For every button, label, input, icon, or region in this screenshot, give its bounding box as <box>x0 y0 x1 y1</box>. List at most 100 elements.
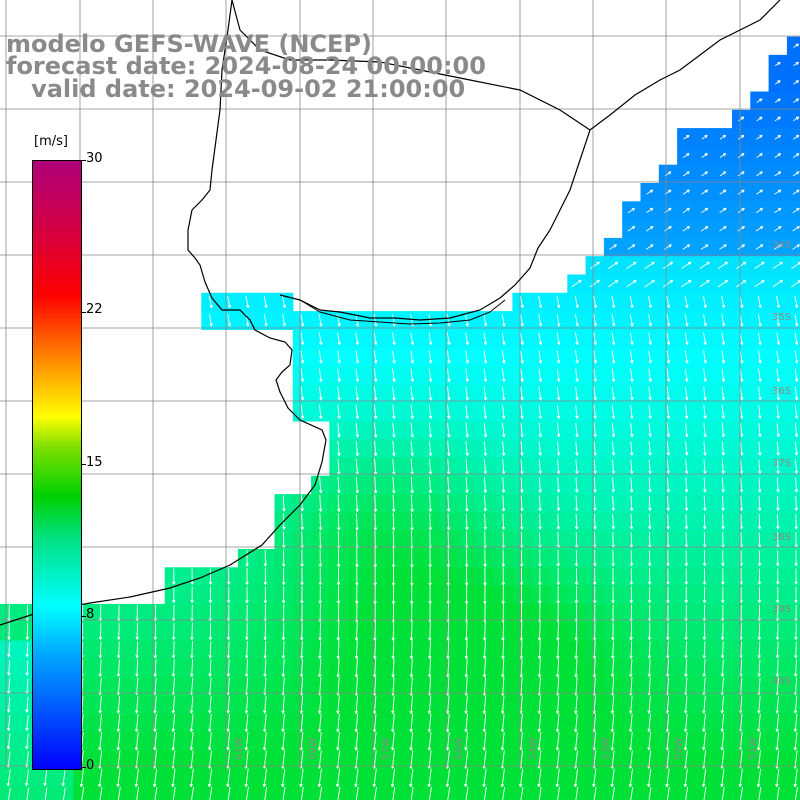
wind-arrow-icon <box>410 332 415 345</box>
wind-arrow-icon <box>737 171 745 177</box>
wind-arrow-icon <box>757 732 761 751</box>
wind-arrow-icon <box>519 296 524 309</box>
wind-cell <box>786 603 800 623</box>
wind-arrow-icon <box>502 786 506 800</box>
wind-arrow-icon <box>245 622 249 641</box>
wind-arrow-icon <box>153 623 158 640</box>
wind-arrow-icon <box>703 314 707 327</box>
wind-arrow-icon <box>682 207 690 214</box>
wind-arrow-icon <box>701 134 708 140</box>
wind-arrow-icon <box>758 404 762 419</box>
wind-arrow-icon <box>8 787 11 800</box>
wind-arrow-icon <box>428 622 432 641</box>
wind-arrow-icon <box>666 568 670 585</box>
wind-arrow-icon <box>630 441 634 456</box>
wind-arrow-icon <box>700 244 709 250</box>
wind-arrow-icon <box>556 549 560 567</box>
wind-arrow-icon <box>355 386 360 401</box>
wind-arrow-icon <box>319 404 323 419</box>
wind-arrow-icon <box>556 368 561 382</box>
wind-arrow-icon <box>43 769 48 787</box>
wind-arrow-icon <box>171 695 176 714</box>
wind-arrow-icon <box>738 768 743 788</box>
wind-arrow-icon <box>794 623 798 640</box>
wind-arrow-icon <box>611 622 615 641</box>
wind-arrow-icon <box>775 659 780 677</box>
wind-arrow-icon <box>664 244 672 250</box>
wind-arrow-icon <box>776 314 781 327</box>
wind-arrow-icon <box>537 658 542 678</box>
wind-arrow-icon <box>682 244 691 250</box>
wind-arrow-icon <box>337 350 341 364</box>
wind-arrow-icon <box>207 768 213 788</box>
wind-arrow-icon <box>574 622 578 641</box>
wind-arrow-icon <box>575 477 579 493</box>
wind-arrow-icon <box>410 404 414 419</box>
wind-arrow-icon <box>774 153 782 158</box>
wind-arrow-icon <box>392 512 396 531</box>
wind-arrow-icon <box>355 567 359 586</box>
wind-arrow-icon <box>684 386 689 401</box>
colorbar-tick-15: 15 <box>86 455 103 470</box>
wind-arrow-icon <box>721 495 725 511</box>
wind-arrow-icon <box>737 225 745 232</box>
wind-arrow-icon <box>153 732 157 751</box>
wind-arrow-icon <box>702 659 706 677</box>
wind-arrow-icon <box>575 786 579 800</box>
wind-arrow-icon <box>575 495 579 512</box>
wind-arrow-icon <box>702 296 707 309</box>
wind-cell <box>786 164 800 184</box>
wind-arrow-icon <box>683 153 690 158</box>
wind-arrow-icon <box>519 585 524 604</box>
wind-arrow-icon <box>593 404 597 419</box>
colorbar-tickmark <box>81 616 86 617</box>
wind-arrow-icon <box>208 314 213 327</box>
wind-arrow-icon <box>793 768 798 788</box>
wind-arrow-icon <box>500 695 505 714</box>
wind-arrow-icon <box>482 695 487 714</box>
wind-arrow-icon <box>703 423 707 438</box>
wind-arrow-icon <box>538 296 543 309</box>
wind-arrow-icon <box>756 116 763 122</box>
wind-arrow-icon <box>794 641 798 659</box>
wind-arrow-icon <box>500 732 505 751</box>
wind-arrow-icon <box>610 732 615 751</box>
lat-label: 39S <box>772 604 791 615</box>
wind-arrow-icon <box>666 296 671 309</box>
wind-arrow-icon <box>538 404 543 419</box>
wind-arrow-icon <box>739 423 744 438</box>
wind-arrow-icon <box>483 441 488 456</box>
wind-arrow-icon <box>7 660 11 676</box>
wind-arrow-icon <box>684 477 689 493</box>
wind-arrow-icon <box>226 732 231 751</box>
colorbar-tick-30: 30 <box>86 151 103 166</box>
wind-arrow-icon <box>684 659 688 677</box>
wind-arrow-icon <box>428 512 433 531</box>
wind-arrow-icon <box>318 513 323 531</box>
wind-arrow-icon <box>574 332 579 345</box>
wind-arrow-icon <box>556 423 561 438</box>
wind-arrow-icon <box>482 658 487 678</box>
wind-arrow-icon <box>626 261 637 269</box>
wind-arrow-icon <box>25 733 29 750</box>
wind-arrow-icon <box>483 567 487 586</box>
wind-arrow-icon <box>666 622 670 641</box>
wind-arrow-icon <box>719 171 727 177</box>
lon-label: 52W <box>674 737 685 760</box>
wind-arrow-icon <box>245 296 250 309</box>
wind-arrow-icon <box>63 787 66 800</box>
wind-arrow-icon <box>756 153 763 158</box>
wind-arrow-icon <box>483 549 487 568</box>
wind-arrow-icon <box>537 768 542 788</box>
wind-arrow-icon <box>464 640 469 660</box>
wind-arrow-icon <box>737 207 745 214</box>
wind-arrow-icon <box>555 732 560 751</box>
wind-arrow-icon <box>464 658 468 678</box>
wind-arrow-icon <box>300 404 305 419</box>
wind-arrow-icon <box>245 550 249 567</box>
wind-arrow-icon <box>501 386 506 401</box>
wind-arrow-icon <box>758 786 762 800</box>
wind-arrow-icon <box>98 695 102 714</box>
wind-arrow-icon <box>208 586 213 604</box>
wind-arrow-icon <box>739 368 744 382</box>
